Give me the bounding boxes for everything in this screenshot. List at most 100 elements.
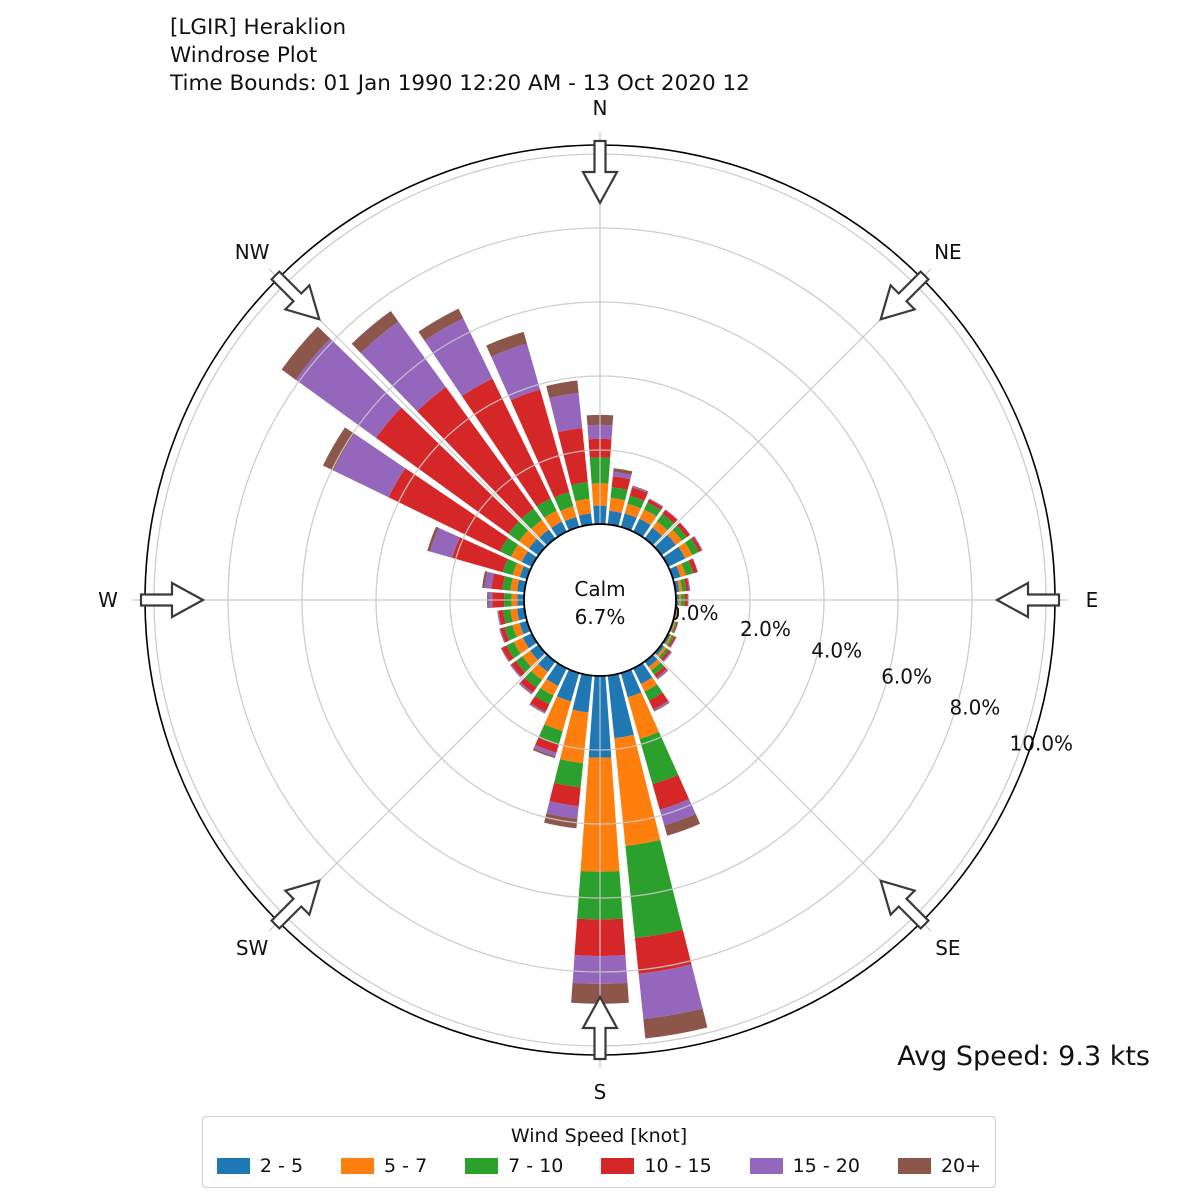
wind-sector: [554, 492, 574, 512]
wind-sector: [678, 542, 693, 559]
compass-arrow-group: [879, 269, 931, 321]
wind-sector: [658, 648, 669, 660]
compass-label-NW: NW: [235, 240, 270, 264]
compass-label-E: E: [1086, 588, 1099, 612]
wind-sector: [662, 546, 686, 567]
wind-sector: [648, 659, 661, 671]
legend-swatch-red: [601, 1158, 635, 1174]
wind-sector: [502, 576, 513, 591]
wind-sector: [676, 563, 686, 578]
wind-sector: [427, 526, 439, 552]
legend: Wind Speed [knot] 2 - 5 5 - 7 7 - 10 10 …: [202, 1116, 996, 1188]
wind-sector: [546, 662, 567, 687]
compass-label-SW: SW: [236, 936, 269, 960]
wind-sector: [322, 427, 355, 471]
legend-entries: 2 - 5 5 - 7 7 - 10 10 - 15 15 - 20 20+: [203, 1155, 995, 1177]
wind-sector: [513, 637, 529, 654]
wind-sector: [556, 669, 580, 702]
wind-sector: [509, 664, 521, 678]
wind-sector: [640, 677, 658, 692]
compass-label-NE: NE: [934, 240, 962, 264]
wind-sector: [510, 664, 522, 678]
wind-sector: [620, 669, 642, 698]
wind-sector: [521, 508, 542, 529]
wind-sector: [625, 839, 683, 939]
wind-sector: [659, 799, 696, 826]
wind-sector: [519, 682, 533, 694]
wind-sector: [676, 608, 680, 620]
wind-sector: [497, 610, 501, 626]
wind-sector: [544, 510, 562, 528]
legend-label: 20+: [940, 1155, 982, 1177]
wind-sector: [633, 662, 653, 685]
legend-swatch-purple: [749, 1158, 783, 1174]
wind-sector: [533, 745, 557, 757]
wind-sector: [510, 544, 528, 562]
wind-sector: [669, 636, 677, 648]
wind-sector: [638, 964, 703, 1019]
wind-sector: [686, 577, 690, 591]
wind-sector: [612, 471, 632, 480]
wind-sector: [424, 318, 493, 397]
compass-arrow-icon: [269, 269, 321, 321]
wind-sector: [634, 929, 692, 974]
legend-swatch-green: [465, 1158, 499, 1174]
wind-sector: [676, 522, 691, 538]
wind-sector: [632, 486, 649, 494]
wind-sector: [554, 759, 584, 788]
wind-sector: [530, 644, 546, 661]
wind-sector: [648, 498, 664, 508]
wind-sector: [691, 536, 702, 552]
legend-entry: 15 - 20: [749, 1155, 860, 1177]
wind-sector: [375, 407, 519, 534]
compass-arrow-group: [269, 879, 321, 931]
wind-sector: [657, 669, 669, 680]
wind-sector: [693, 536, 703, 551]
wind-sector: [672, 525, 687, 541]
compass-arrow-group: [994, 581, 1061, 619]
wind-sector: [668, 636, 677, 648]
wind-sector: [624, 503, 641, 518]
wind-sector: [500, 537, 519, 557]
wind-sector: [654, 534, 676, 556]
wind-sector: [484, 571, 494, 589]
wind-sector: [632, 485, 649, 493]
wind-sector: [535, 737, 559, 753]
wind-sector: [498, 610, 506, 625]
calm-value: 6.7%: [575, 605, 626, 629]
wind-sector: [503, 609, 513, 624]
calm-label: Calm: [574, 577, 625, 601]
wind-sector: [491, 343, 541, 401]
wind-sector: [647, 499, 663, 511]
legend-entry: 10 - 15: [601, 1155, 712, 1177]
legend-entry: 20+: [897, 1155, 982, 1177]
avg-speed-annotation: Avg Speed: 9.3 kts: [897, 1041, 1150, 1072]
wind-sector: [674, 622, 679, 634]
legend-label: 2 - 5: [259, 1155, 304, 1177]
wind-sector: [515, 656, 532, 673]
wind-sector: [610, 487, 628, 501]
wind-sector: [667, 529, 682, 546]
wind-sector: [502, 558, 518, 576]
wind-sector: [530, 696, 550, 712]
wind-sector: [653, 702, 670, 712]
compass-arrow-icon: [581, 994, 619, 1061]
wind-sector: [524, 671, 542, 688]
wind-sector: [680, 578, 687, 592]
wind-sector: [511, 661, 526, 677]
compass-arrow-icon: [879, 269, 931, 321]
wind-sector: [531, 663, 548, 681]
chart-title: [LGIR] Heraklion Windrose Plot Time Boun…: [170, 14, 824, 98]
wind-sector: [544, 696, 572, 732]
wind-sector: [687, 577, 691, 591]
wind-sector: [664, 813, 701, 836]
legend-title: Wind Speed [knot]: [510, 1125, 688, 1147]
wind-sector: [613, 468, 633, 475]
wind-sector: [512, 562, 524, 578]
wind-sector: [500, 627, 510, 643]
legend-label: 15 - 20: [792, 1155, 860, 1177]
wind-sector: [560, 506, 577, 522]
wind-sector: [512, 622, 524, 638]
wind-sector: [670, 621, 676, 633]
